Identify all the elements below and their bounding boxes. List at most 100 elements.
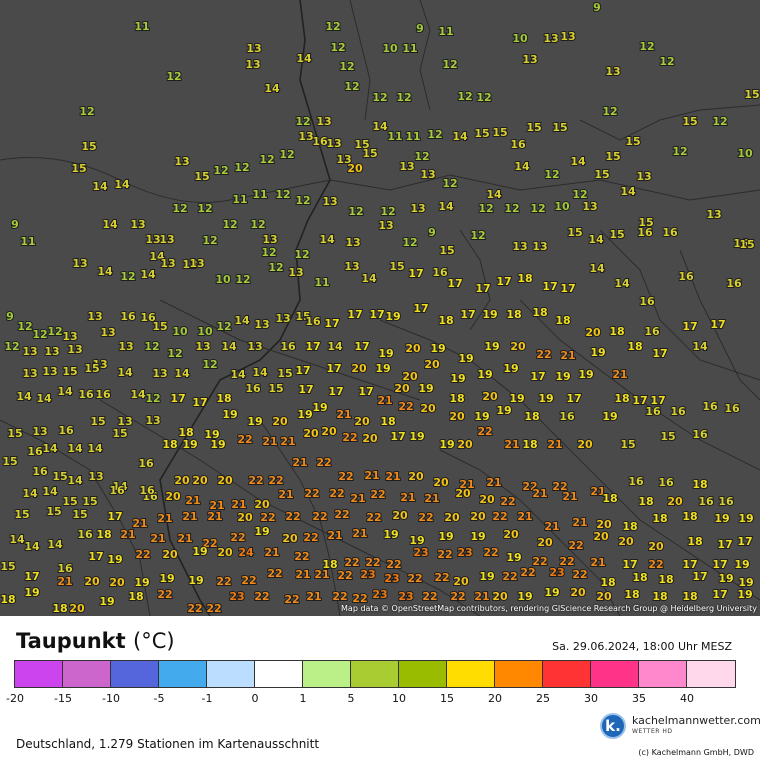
station-value: 17 [717,538,732,551]
station-count-footer: Deutschland, 1.279 Stationen im Kartenau… [16,737,320,751]
station-value: 15 [277,367,292,380]
station-value: 12 [470,229,485,242]
station-value: 19 [590,346,605,359]
station-value: 19 [738,576,753,589]
station-value: 13 [152,367,167,380]
station-value: 17 [737,535,752,548]
station-value: 21 [352,527,367,540]
station-value: 19 [714,512,729,525]
station-value: 13 [100,326,115,339]
station-value: 13 [182,258,197,271]
station-value: 13 [130,218,145,231]
station-value: 17 [305,340,320,353]
legend-swatch [447,661,495,687]
station-value: 12 [250,218,265,231]
station-value: 15 [620,438,635,451]
station-value: 15 [81,140,96,153]
station-value: 20 [402,370,418,383]
station-value: 21 [177,532,192,545]
station-value: 21 [612,368,627,381]
legend-tick-label: 1 [299,692,307,705]
station-value: 15 [152,320,167,333]
station-value: 20 [165,490,181,503]
legend-tick-label: 15 [440,692,454,705]
station-value: 22 [450,590,465,603]
station-value: 21 [306,590,321,603]
station-value: 19 [210,438,225,451]
station-value: 14 [588,233,604,246]
station-value: 12 [47,325,62,338]
station-value: 19 [383,528,398,541]
station-value: 14 [221,340,237,353]
station-value: 22 [386,558,401,571]
station-value: 14 [97,265,113,278]
station-value: 13 [275,312,290,325]
station-value: 21 [560,349,575,362]
station-value: 22 [344,556,359,569]
legend-swatch [303,661,351,687]
station-value: 22 [648,558,663,571]
station-value: 18 [555,314,570,327]
station-value: 14 [252,366,268,379]
station-value: 17 [542,280,557,293]
station-value: 12 [544,168,559,181]
station-value: 17 [447,277,462,290]
legend-swatch [639,661,687,687]
station-value: 13 [246,42,261,55]
station-value: 20 [347,162,363,175]
station-value: 12 [261,246,276,259]
station-value: 19 [222,408,237,421]
station-value: 17 [408,267,423,280]
station-value: 18 [692,478,707,491]
station-value: 13 [399,160,414,173]
station-value: 19 [159,572,174,585]
station-value: 23 [372,588,387,601]
station-value: 13 [262,233,277,246]
map-area[interactable]: 12 15 15 14 14 14 13 13 13 14 13 12 12 12 13 12 12 14 13 13… [0,0,760,616]
station-value: 20 [479,493,495,506]
station-value: 13 [512,240,527,253]
station-value: 21 [544,520,559,533]
station-value: 16 [644,325,660,338]
station-value: 22 [536,348,551,361]
station-value: 20 [394,382,410,395]
station-value: 14 [22,487,38,500]
station-value: 19 [482,308,497,321]
station-value: 12 [414,150,429,163]
station-value: 14 [130,388,146,401]
station-value: 16 [57,562,73,575]
station-value: 13 [378,219,393,232]
station-value: 12 [659,55,674,68]
brand-link[interactable]: k. kachelmannwetter.com WETTER HD [600,713,760,739]
station-value: 21 [424,492,439,505]
station-value: 19 [450,372,465,385]
station-value: 19 [479,570,494,583]
station-value: 14 [67,474,83,487]
station-value: 13 [92,358,107,371]
station-value: 11 [387,130,402,143]
station-value: 19 [182,438,197,451]
station-value: 20 [596,518,612,531]
station-value: 23 [360,568,375,581]
station-value: 21 [292,456,307,469]
station-value: 16 [702,400,718,413]
station-value: 18 [52,602,67,615]
station-value: 13 [543,32,558,45]
station-value: 13 [336,153,351,166]
station-value: 17 [682,558,697,571]
station-value: 18 [609,325,624,338]
station-value: 12 [457,90,472,103]
station-value: 21 [350,492,365,505]
station-value: 22 [237,433,252,446]
station-value: 12 [202,358,217,371]
station-value: 12 [530,202,545,215]
station-value: 12 [234,161,249,174]
station-value: 17 [475,282,490,295]
station-value: 18 [322,558,337,571]
station-value: 13 [32,425,47,438]
station-value: 14 [361,272,377,285]
station-value: 15 [474,127,489,140]
station-value: 17 [566,392,581,405]
station-value: 19 [409,534,424,547]
